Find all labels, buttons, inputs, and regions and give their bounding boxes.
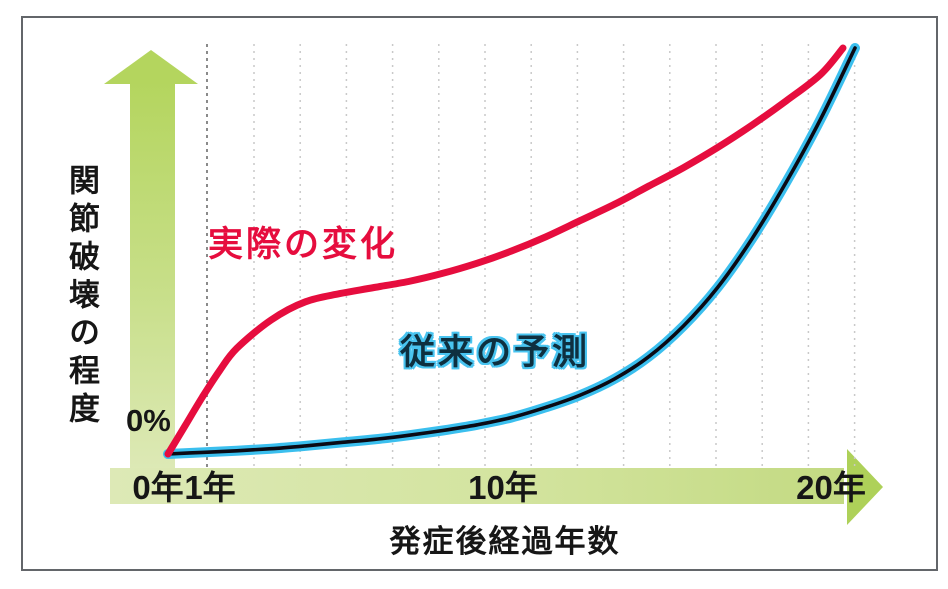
- gridlines: [206, 44, 856, 467]
- series-label-conventional-prediction: 従来の予測: [400, 333, 591, 372]
- y-axis-arrow-body: [130, 81, 175, 470]
- x-axis-title: 発症後経過年数: [389, 524, 621, 559]
- x-tick-10year: 10年: [468, 469, 538, 506]
- y-axis-title: 関節破壊の程度: [64, 164, 99, 430]
- actual-change-curve: [164, 44, 847, 458]
- x-tick-20year: 20年: [796, 469, 866, 506]
- x-tick-0year: 0年: [132, 469, 184, 506]
- x-axis-arrow-right-icon: [847, 449, 883, 525]
- x-axis-arrow-body: [110, 468, 844, 504]
- predicted-curve: [166, 46, 857, 456]
- x-tick-1year: 1年: [184, 469, 236, 506]
- series-label-actual-change: 実際の変化: [208, 225, 399, 264]
- origin-zero-percent-label: 0%: [126, 403, 171, 438]
- y-axis-arrow-up-icon: [104, 50, 198, 84]
